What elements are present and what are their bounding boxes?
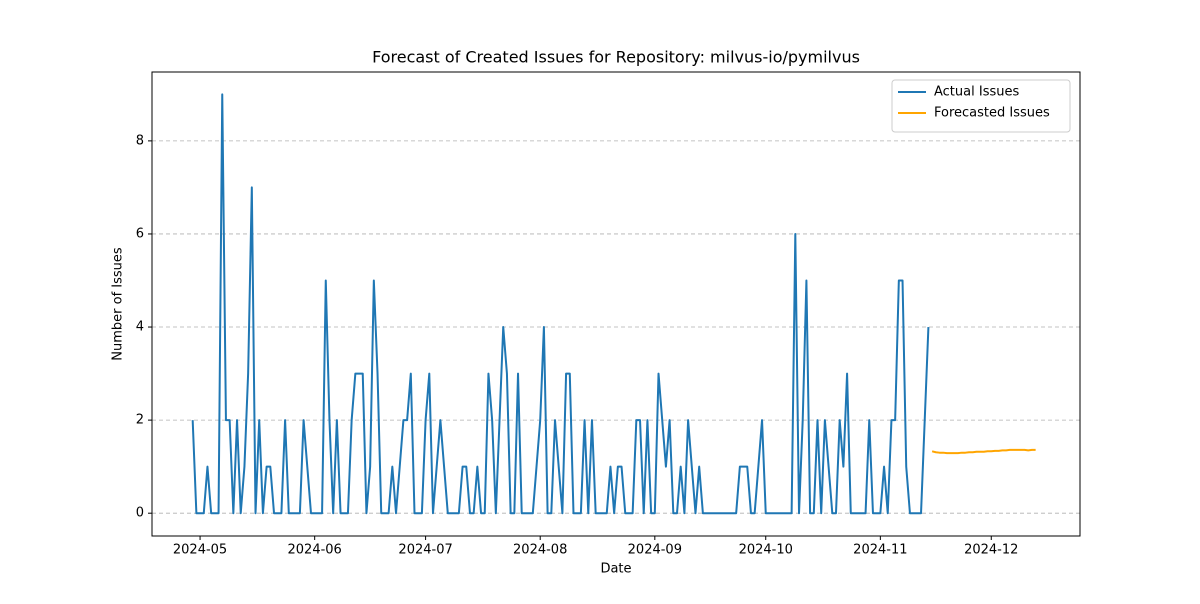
legend: Actual Issues Forecasted Issues [891,79,1071,133]
legend-label: Actual Issues [934,85,1019,100]
x-tick-label: 2024-05 [173,543,227,558]
x-tick-label: 2024-12 [964,543,1018,558]
legend-label: Forecasted Issues [934,106,1050,121]
plot-frame [151,71,1081,537]
series-line [191,93,930,515]
x-tick-label: 2024-11 [853,543,907,558]
y-tick-label: 2 [136,413,144,428]
y-tick-label: 0 [136,506,144,521]
legend-box [891,79,1071,133]
x-axis-label: Date [600,562,631,577]
chart-title: Forecast of Created Issues for Repositor… [372,48,860,67]
x-tick-label: 2024-10 [739,543,793,558]
series-line [931,448,1036,455]
y-axis-label: Number of Issues [111,247,126,361]
y-tick-label: 8 [136,133,144,148]
y-tick-label: 4 [136,320,144,335]
x-tick-label: 2024-07 [398,543,452,558]
x-tick-label: 2024-09 [628,543,682,558]
x-tick-label: 2024-06 [288,543,342,558]
y-tick-label: 6 [136,226,144,241]
x-tick-label: 2024-08 [513,543,567,558]
